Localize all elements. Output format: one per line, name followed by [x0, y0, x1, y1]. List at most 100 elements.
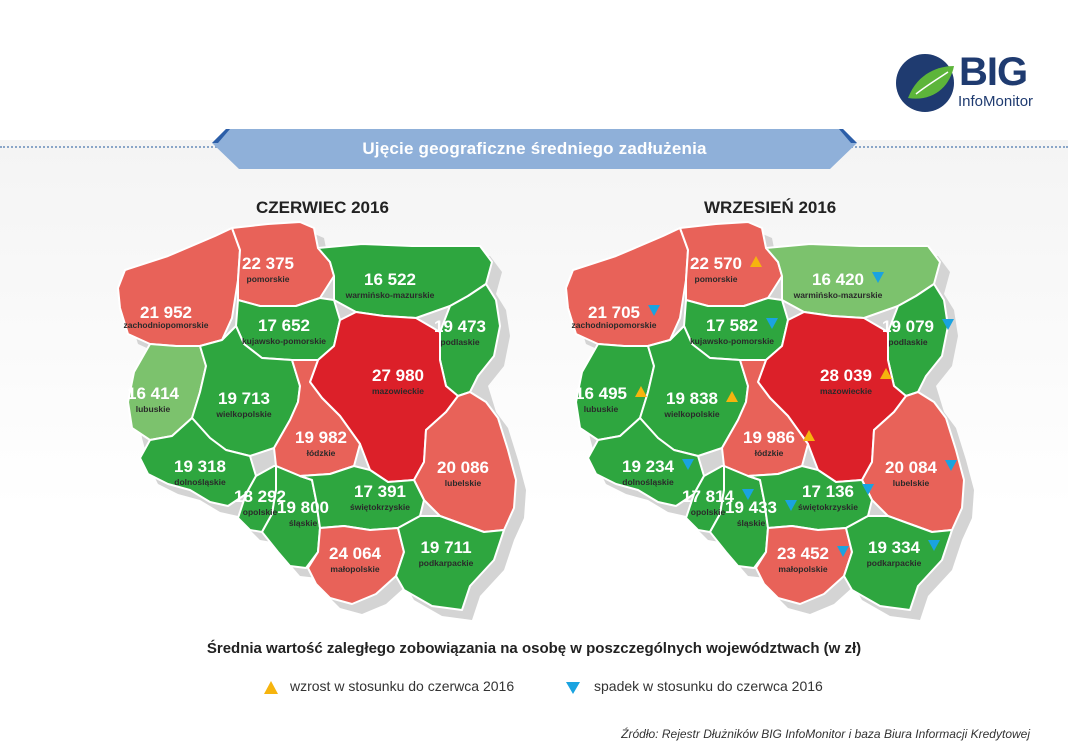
- region-name: podlaskie: [440, 337, 479, 347]
- down-triangle-icon: [872, 272, 884, 283]
- region-name: lubuskie: [584, 404, 619, 414]
- down-triangle-icon: [942, 319, 954, 330]
- down-triangle-icon: [742, 489, 754, 500]
- region-małopolskie: [755, 525, 853, 605]
- region-name: mazowieckie: [372, 386, 424, 396]
- region-name: mazowieckie: [820, 386, 872, 396]
- map-title-june: CZERWIEC 2016: [256, 198, 389, 217]
- region-value: 27 980: [372, 366, 424, 385]
- region-małopolskie: [307, 525, 405, 605]
- region-value: 24 064: [329, 544, 382, 563]
- region-value: 16 420: [812, 270, 864, 289]
- up-triangle-icon: [750, 256, 762, 267]
- region-name: łódzkie: [755, 448, 784, 458]
- region-value: 22 570: [690, 254, 742, 273]
- region-value: 16 495: [575, 384, 627, 403]
- region-value: 16 522: [364, 270, 416, 289]
- logo-brand: BIG: [959, 50, 1028, 94]
- region-value: 19 711: [420, 538, 471, 557]
- region-name: podlaskie: [888, 337, 927, 347]
- region-value: 19 079: [882, 317, 934, 336]
- region-name: pomorskie: [695, 274, 738, 284]
- region-value: 19 318: [174, 457, 226, 476]
- region-value: 17 136: [802, 482, 854, 501]
- region-name: śląskie: [289, 518, 318, 528]
- region-name: lubuskie: [136, 404, 171, 414]
- region-pomorskie: [679, 221, 783, 307]
- region-name: opolskie: [691, 507, 726, 517]
- region-value: 28 039: [820, 366, 872, 385]
- region-value: 20 084: [885, 458, 938, 477]
- down-triangle-icon: [928, 540, 940, 551]
- region-value: 17 652: [258, 316, 310, 335]
- region-name: podkarpackie: [419, 558, 474, 568]
- region-name: opolskie: [243, 507, 278, 517]
- down-triangle-icon: [566, 682, 580, 694]
- down-triangle-icon: [648, 305, 660, 316]
- region-value: 19 713: [218, 389, 270, 408]
- down-triangle-icon: [682, 459, 694, 470]
- region-value: 19 234: [622, 457, 675, 476]
- logo-subname: InfoMonitor: [958, 93, 1034, 110]
- big-infomonitor-logo: [896, 54, 954, 112]
- region-name: pomorskie: [247, 274, 290, 284]
- source-note: Źródło: Rejestr Dłużników BIG InfoMonito…: [621, 727, 1030, 741]
- up-triangle-icon: [635, 386, 647, 397]
- region-name: wielkopolskie: [215, 409, 272, 419]
- region-podkarpackie: [843, 515, 953, 611]
- legend-down-label: spadek w stosunku do czerwca 2016: [594, 678, 823, 694]
- region-name: świętokrzyskie: [350, 502, 410, 512]
- region-value: 22 375: [242, 254, 294, 273]
- region-name: lubelskie: [893, 478, 930, 488]
- region-name: śląskie: [737, 518, 766, 528]
- region-value: 17 582: [706, 316, 758, 335]
- region-value: 20 086: [437, 458, 489, 477]
- region-name: małopolskie: [330, 564, 379, 574]
- region-value: 17 814: [682, 487, 735, 506]
- region-name: małopolskie: [778, 564, 827, 574]
- region-name: łódzkie: [307, 448, 336, 458]
- region-name: podkarpackie: [867, 558, 922, 568]
- up-triangle-icon: [803, 430, 815, 441]
- up-triangle-icon: [264, 681, 278, 694]
- region-name: świętokrzyskie: [798, 502, 858, 512]
- region-value: 19 433: [725, 498, 777, 517]
- region-name: kujawsko-pomorskie: [242, 336, 326, 346]
- down-triangle-icon: [862, 484, 874, 495]
- region-name: kujawsko-pomorskie: [690, 336, 774, 346]
- region-value: 18 292: [234, 487, 286, 506]
- region-value: 19 982: [295, 428, 347, 447]
- region-name: dolnośląskie: [174, 477, 226, 487]
- region-name: zachodniopomorskie: [123, 320, 208, 330]
- down-triangle-icon: [766, 318, 778, 329]
- region-pomorskie: [231, 221, 335, 307]
- region-value: 21 705: [588, 303, 640, 322]
- down-triangle-icon: [785, 500, 797, 511]
- region-value: 19 838: [666, 389, 718, 408]
- region-value: 16 414: [127, 384, 180, 403]
- banner-title: Ujęcie geograficzne średniego zadłużenia: [362, 139, 707, 158]
- legend-up-label: wzrost w stosunku do czerwca 2016: [290, 678, 515, 694]
- region-name: warmińsko-mazurskie: [793, 290, 883, 300]
- title-banner: [212, 129, 857, 169]
- region-value: 19 334: [868, 538, 921, 557]
- region-value: 19 800: [277, 498, 329, 517]
- down-triangle-icon: [837, 546, 849, 557]
- up-triangle-icon: [880, 368, 892, 379]
- region-value: 19 473: [434, 317, 486, 336]
- down-triangle-icon: [945, 460, 957, 471]
- up-triangle-icon: [726, 391, 738, 402]
- region-name: lubelskie: [445, 478, 482, 488]
- region-value: 21 952: [140, 303, 192, 322]
- map-subtitle: Średnia wartość zaległego zobowiązania n…: [206, 640, 862, 657]
- region-name: zachodniopomorskie: [571, 320, 656, 330]
- region-value: 23 452: [777, 544, 829, 563]
- region-name: warmińsko-mazurskie: [345, 290, 435, 300]
- region-value: 17 391: [354, 482, 406, 501]
- region-value: 19 986: [743, 428, 795, 447]
- map-title-september: WRZESIEŃ 2016: [704, 198, 837, 217]
- region-name: dolnośląskie: [622, 477, 674, 487]
- region-name: wielkopolskie: [663, 409, 720, 419]
